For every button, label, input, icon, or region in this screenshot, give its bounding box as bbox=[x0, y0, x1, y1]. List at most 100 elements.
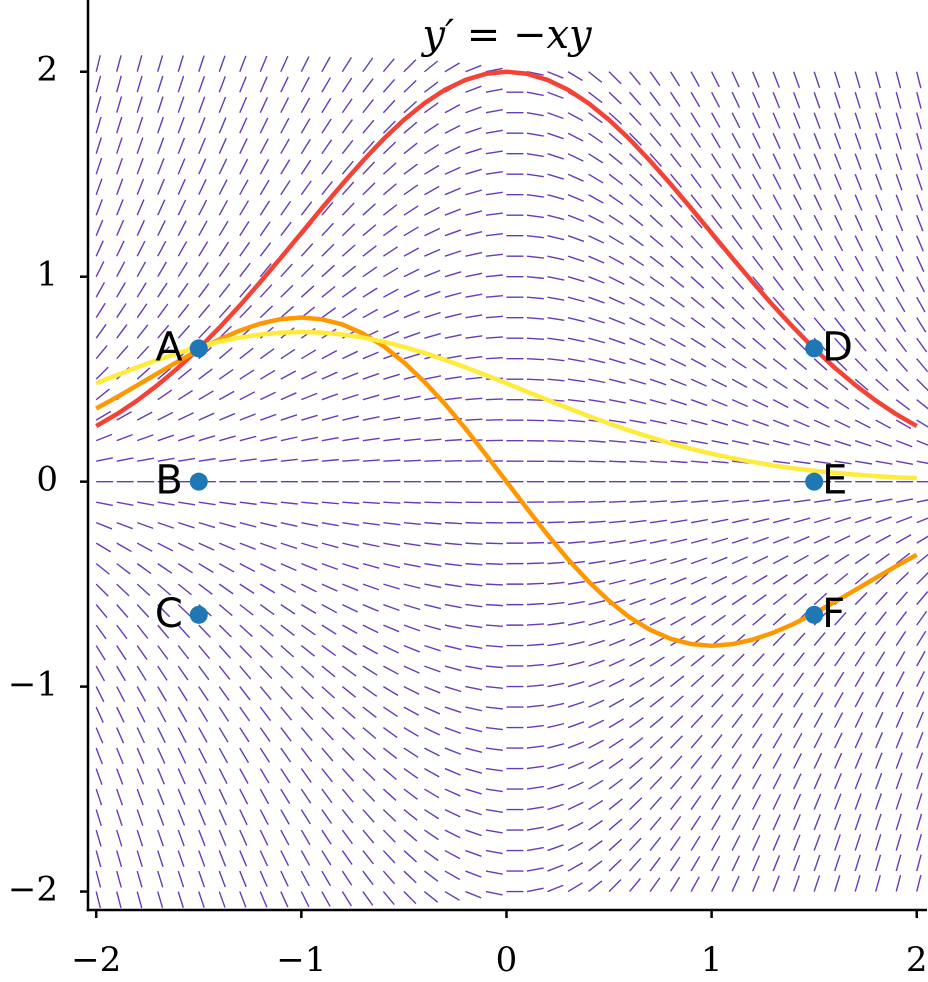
slope-segment bbox=[321, 521, 339, 527]
slope-segment bbox=[444, 644, 462, 651]
point-label: F bbox=[822, 591, 845, 637]
slope-segment bbox=[403, 438, 421, 442]
slope-segment bbox=[424, 624, 441, 631]
slope-segment bbox=[608, 132, 623, 145]
slope-segment bbox=[793, 632, 806, 647]
slope-segment bbox=[177, 870, 185, 888]
slope-segment bbox=[567, 255, 585, 263]
slope-segment bbox=[670, 255, 684, 268]
slope-segment bbox=[567, 540, 586, 544]
slope-segment bbox=[772, 574, 788, 585]
slope-segment bbox=[526, 419, 545, 422]
slope-segment bbox=[321, 665, 336, 678]
slope-segment bbox=[136, 240, 146, 257]
slope-segment bbox=[895, 399, 911, 411]
slope-segment bbox=[485, 88, 503, 93]
slope-segment bbox=[629, 276, 645, 287]
slope-segment bbox=[403, 850, 418, 863]
slope-segment bbox=[280, 604, 296, 615]
slope-segment bbox=[629, 637, 646, 647]
slope-segment bbox=[382, 727, 398, 739]
slope-segment bbox=[793, 419, 810, 428]
slope-segment bbox=[198, 457, 216, 462]
slope-segment bbox=[608, 638, 626, 647]
slope-segment bbox=[649, 296, 665, 307]
slope-segment bbox=[690, 112, 701, 128]
slope-segment bbox=[854, 112, 862, 130]
slope-segment bbox=[895, 92, 902, 109]
slope-segment bbox=[526, 153, 544, 158]
slope-segment bbox=[177, 747, 187, 764]
slope-segment bbox=[239, 850, 248, 867]
slope-segment bbox=[485, 170, 503, 175]
slope-segment bbox=[259, 829, 269, 846]
slope-segment bbox=[136, 665, 147, 681]
slope-segment bbox=[280, 348, 296, 360]
slope-segment bbox=[95, 870, 102, 888]
slope-segment bbox=[916, 553, 928, 565]
slope-segment bbox=[259, 284, 273, 298]
slope-segment bbox=[731, 296, 745, 310]
slope-segment bbox=[136, 411, 153, 421]
slope-segment bbox=[177, 137, 186, 154]
slope-segment bbox=[219, 435, 236, 442]
slope-segment bbox=[260, 458, 278, 462]
slope-segment bbox=[669, 856, 681, 872]
slope-segment bbox=[198, 727, 208, 743]
slope-segment bbox=[752, 194, 762, 210]
slope-segment bbox=[177, 303, 190, 319]
slope-segment bbox=[116, 563, 131, 575]
slope-segment bbox=[362, 351, 379, 360]
slope-segment bbox=[547, 783, 564, 790]
slope-segment bbox=[588, 560, 606, 565]
slope-segment bbox=[280, 829, 290, 846]
point bbox=[805, 339, 824, 358]
slope-segment bbox=[424, 603, 442, 610]
slope-segment bbox=[444, 726, 462, 735]
slope-segment bbox=[362, 203, 376, 216]
slope-segment bbox=[403, 395, 421, 401]
slope-segment bbox=[608, 91, 622, 105]
slope-segment bbox=[813, 875, 821, 892]
slope-segment bbox=[218, 199, 229, 216]
slope-segment bbox=[588, 460, 606, 463]
slope-segment bbox=[916, 317, 927, 333]
slope-segment bbox=[895, 235, 904, 252]
slope-segment bbox=[280, 747, 292, 763]
slope-segment bbox=[157, 282, 168, 298]
slope-segment bbox=[711, 575, 728, 585]
slope-segment bbox=[649, 696, 664, 708]
slope-segment bbox=[547, 132, 564, 140]
slope-segment bbox=[629, 419, 647, 424]
slope-segment bbox=[793, 652, 805, 667]
slope-segment bbox=[588, 214, 604, 224]
slope-segment bbox=[424, 644, 441, 652]
slope-segment bbox=[895, 194, 903, 211]
slope-segment bbox=[670, 616, 686, 626]
slope-segment bbox=[465, 624, 483, 629]
slope-segment bbox=[813, 132, 822, 150]
slope-segment bbox=[218, 262, 230, 278]
solution-curve bbox=[95, 69, 918, 429]
slope-segment bbox=[547, 255, 565, 261]
slope-segment bbox=[116, 706, 125, 723]
x-tick-label: 1 bbox=[701, 940, 723, 980]
slope-segment bbox=[465, 829, 482, 837]
slope-segment bbox=[239, 347, 254, 360]
slope-segment bbox=[198, 262, 209, 278]
slope-segment bbox=[259, 686, 272, 701]
slope-segment bbox=[793, 153, 802, 170]
slope-segment bbox=[382, 162, 397, 175]
slope-segment bbox=[382, 768, 397, 781]
slope-segment bbox=[649, 736, 664, 749]
slope-segment bbox=[629, 578, 647, 585]
slope-segment bbox=[485, 274, 503, 278]
slope-segment bbox=[424, 459, 442, 462]
slope-segment bbox=[670, 836, 681, 851]
slope-segment bbox=[259, 263, 272, 278]
slope-segment bbox=[383, 665, 399, 675]
slope-segment bbox=[239, 501, 257, 506]
slope-segment bbox=[608, 858, 622, 872]
slope-segment bbox=[341, 286, 357, 298]
slope-segment bbox=[690, 518, 708, 524]
